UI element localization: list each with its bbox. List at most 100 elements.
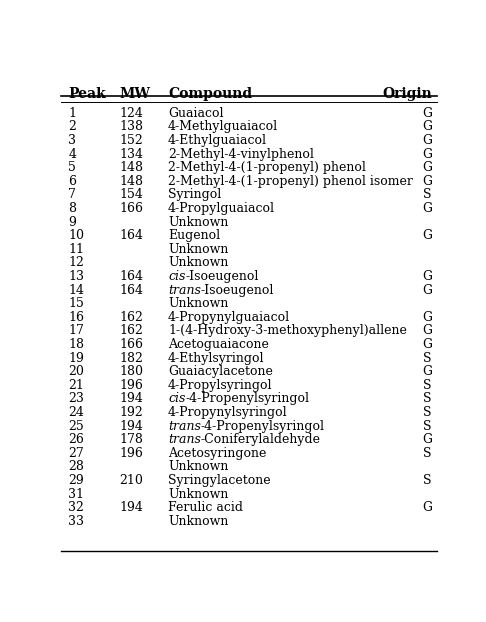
- Text: 28: 28: [68, 460, 84, 473]
- Text: 11: 11: [68, 243, 84, 256]
- Text: trans: trans: [168, 284, 201, 297]
- Text: Peak: Peak: [68, 87, 106, 101]
- Text: 162: 162: [119, 311, 143, 324]
- Text: 5: 5: [68, 161, 76, 174]
- Text: Unknown: Unknown: [168, 488, 228, 501]
- Text: 4-Propynylsyringol: 4-Propynylsyringol: [168, 406, 288, 419]
- Text: 4-Propylguaiacol: 4-Propylguaiacol: [168, 202, 275, 215]
- Text: G: G: [422, 107, 432, 119]
- Text: 164: 164: [119, 229, 143, 242]
- Text: 164: 164: [119, 284, 143, 297]
- Text: S: S: [423, 406, 432, 419]
- Text: 210: 210: [119, 474, 143, 487]
- Text: 10: 10: [68, 229, 84, 242]
- Text: S: S: [423, 188, 432, 202]
- Text: 178: 178: [119, 433, 143, 446]
- Text: Syringol: Syringol: [168, 188, 221, 202]
- Text: 4-Propylsyringol: 4-Propylsyringol: [168, 379, 273, 392]
- Text: Guaiacylacetone: Guaiacylacetone: [168, 365, 273, 378]
- Text: S: S: [423, 351, 432, 364]
- Text: G: G: [422, 270, 432, 283]
- Text: 154: 154: [119, 188, 143, 202]
- Text: 2-Methyl-4-(1-propenyl) phenol isomer: 2-Methyl-4-(1-propenyl) phenol isomer: [168, 175, 413, 188]
- Text: G: G: [422, 324, 432, 337]
- Text: trans: trans: [168, 420, 201, 432]
- Text: -4-Propenylsyringol: -4-Propenylsyringol: [186, 392, 310, 406]
- Text: Origin: Origin: [382, 87, 432, 101]
- Text: 196: 196: [119, 379, 143, 392]
- Text: 23: 23: [68, 392, 84, 406]
- Text: S: S: [423, 447, 432, 460]
- Text: Ferulic acid: Ferulic acid: [168, 501, 243, 514]
- Text: Eugenol: Eugenol: [168, 229, 220, 242]
- Text: G: G: [422, 501, 432, 514]
- Text: 4-Ethylsyringol: 4-Ethylsyringol: [168, 351, 264, 364]
- Text: Acetosyringone: Acetosyringone: [168, 447, 266, 460]
- Text: 196: 196: [119, 447, 143, 460]
- Text: 6: 6: [68, 175, 76, 188]
- Text: -Coniferylaldehyde: -Coniferylaldehyde: [201, 433, 321, 446]
- Text: G: G: [422, 202, 432, 215]
- Text: 180: 180: [119, 365, 143, 378]
- Text: 27: 27: [68, 447, 84, 460]
- Text: 26: 26: [68, 433, 84, 446]
- Text: 3: 3: [68, 134, 76, 147]
- Text: Unknown: Unknown: [168, 256, 228, 269]
- Text: 194: 194: [119, 420, 143, 432]
- Text: 24: 24: [68, 406, 84, 419]
- Text: G: G: [422, 229, 432, 242]
- Text: 4-Ethylguaiacol: 4-Ethylguaiacol: [168, 134, 267, 147]
- Text: 148: 148: [119, 161, 143, 174]
- Text: G: G: [422, 161, 432, 174]
- Text: S: S: [423, 474, 432, 487]
- Text: S: S: [423, 392, 432, 406]
- Text: 166: 166: [119, 202, 143, 215]
- Text: Acetoguaiacone: Acetoguaiacone: [168, 338, 269, 351]
- Text: Unknown: Unknown: [168, 460, 228, 473]
- Text: G: G: [422, 338, 432, 351]
- Text: G: G: [422, 365, 432, 378]
- Text: 162: 162: [119, 324, 143, 337]
- Text: 13: 13: [68, 270, 84, 283]
- Text: Compound: Compound: [168, 87, 252, 101]
- Text: 124: 124: [119, 107, 143, 119]
- Text: 17: 17: [68, 324, 84, 337]
- Text: 21: 21: [68, 379, 84, 392]
- Text: 33: 33: [68, 515, 84, 528]
- Text: 20: 20: [68, 365, 84, 378]
- Text: 31: 31: [68, 488, 84, 501]
- Text: G: G: [422, 147, 432, 160]
- Text: 4-Propynylguaiacol: 4-Propynylguaiacol: [168, 311, 290, 324]
- Text: G: G: [422, 120, 432, 133]
- Text: Guaiacol: Guaiacol: [168, 107, 224, 119]
- Text: 14: 14: [68, 284, 84, 297]
- Text: 19: 19: [68, 351, 84, 364]
- Text: 18: 18: [68, 338, 84, 351]
- Text: 9: 9: [68, 216, 76, 228]
- Text: 12: 12: [68, 256, 84, 269]
- Text: cis: cis: [168, 392, 186, 406]
- Text: -4-Propenylsyringol: -4-Propenylsyringol: [201, 420, 325, 432]
- Text: 16: 16: [68, 311, 84, 324]
- Text: 138: 138: [119, 120, 143, 133]
- Text: G: G: [422, 433, 432, 446]
- Text: 1: 1: [68, 107, 76, 119]
- Text: 194: 194: [119, 392, 143, 406]
- Text: 15: 15: [68, 297, 84, 310]
- Text: 192: 192: [119, 406, 143, 419]
- Text: 2-Methyl-4-(1-propenyl) phenol: 2-Methyl-4-(1-propenyl) phenol: [168, 161, 366, 174]
- Text: trans: trans: [168, 433, 201, 446]
- Text: 4: 4: [68, 147, 76, 160]
- Text: 166: 166: [119, 338, 143, 351]
- Text: 2-Methyl-4-vinylphenol: 2-Methyl-4-vinylphenol: [168, 147, 314, 160]
- Text: cis: cis: [168, 270, 186, 283]
- Text: Unknown: Unknown: [168, 515, 228, 528]
- Text: 8: 8: [68, 202, 76, 215]
- Text: Unknown: Unknown: [168, 216, 228, 228]
- Text: 182: 182: [119, 351, 143, 364]
- Text: 25: 25: [68, 420, 84, 432]
- Text: 134: 134: [119, 147, 143, 160]
- Text: -Isoeugenol: -Isoeugenol: [186, 270, 259, 283]
- Text: Unknown: Unknown: [168, 243, 228, 256]
- Text: 7: 7: [68, 188, 76, 202]
